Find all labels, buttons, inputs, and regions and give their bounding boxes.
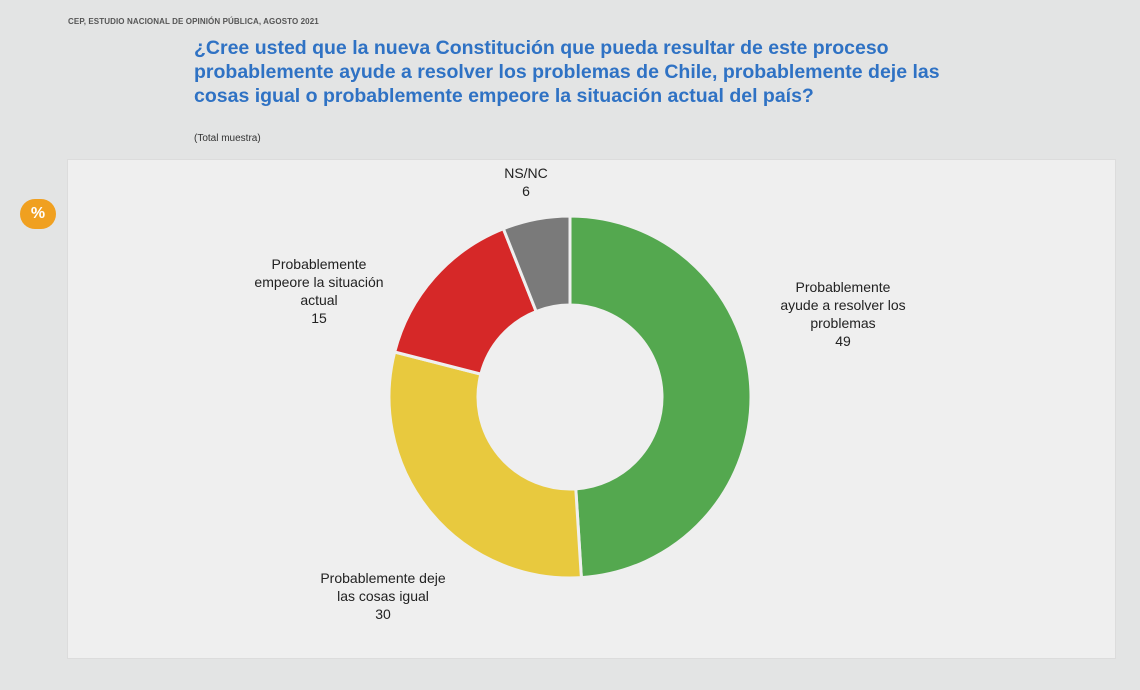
slice-label-line: Probablemente	[271, 256, 367, 272]
donut-chart	[387, 214, 753, 580]
chart-panel: Probablemente ayude a resolver los probl…	[67, 159, 1116, 659]
source-caption: CEP, ESTUDIO NACIONAL DE OPINIÓN PÚBLICA…	[68, 17, 319, 26]
slice-label-line: empeore la situación	[254, 274, 384, 290]
slice-label-line: las cosas igual	[337, 588, 429, 604]
slice-value: 6	[522, 183, 530, 199]
slice-label-ayude: Probablemente ayude a resolver los probl…	[758, 278, 928, 350]
slice-label-line: actual	[300, 292, 338, 308]
slice-label-line: problemas	[810, 315, 876, 331]
question-line: cosas igual o probablemente empeore la s…	[194, 85, 814, 107]
slice-label-line: NS/NC	[504, 165, 548, 181]
slice-label-empeore: Probablemente empeore la situación actua…	[234, 255, 404, 327]
percent-badge-icon: %	[20, 199, 56, 229]
slice-value: 30	[375, 606, 391, 622]
slice-empeore	[392, 226, 539, 376]
question-line: ¿Cree usted que la nueva Constitución qu…	[194, 37, 889, 59]
slice-label-igual: Probablemente deje las cosas igual 30	[298, 569, 468, 623]
slice-ayude	[568, 214, 753, 580]
slice-label-nsnc: NS/NC 6	[476, 164, 576, 200]
chart-question-title: ¿Cree usted que la nueva Constitución qu…	[194, 36, 954, 108]
slice-nsnc	[501, 214, 572, 314]
slice-label-line: Probablemente deje	[320, 570, 446, 586]
question-line: probablemente ayude a resolver los probl…	[194, 61, 940, 83]
slice-value: 15	[311, 310, 327, 326]
slice-igual	[387, 350, 583, 580]
slice-value: 49	[835, 333, 851, 349]
slice-label-line: Probablemente	[795, 279, 891, 295]
sample-note: (Total muestra)	[194, 133, 261, 144]
slice-label-line: ayude a resolver los	[780, 297, 906, 313]
